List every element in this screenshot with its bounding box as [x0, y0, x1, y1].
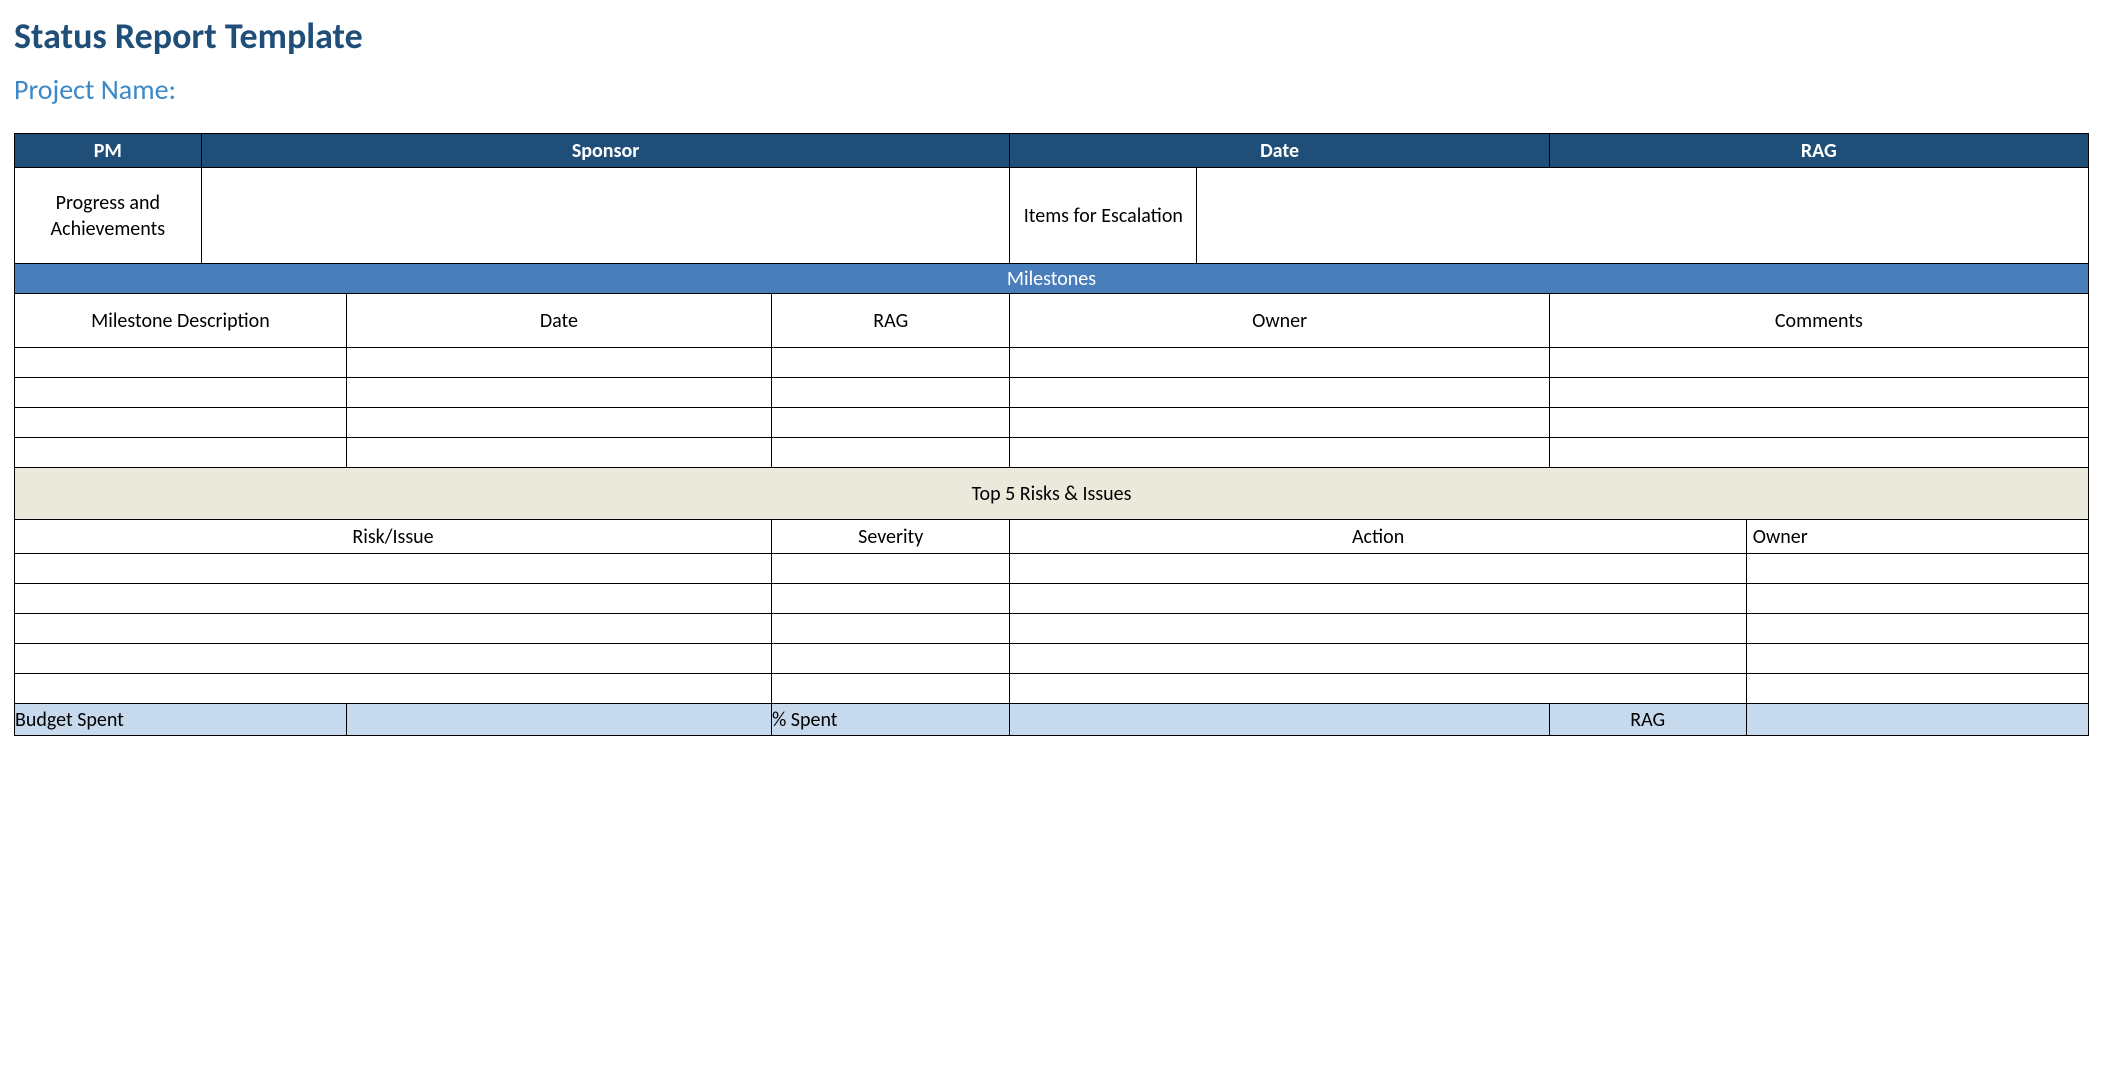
risk-body	[15, 554, 2089, 704]
table-cell[interactable]	[771, 644, 1010, 674]
table-cell[interactable]	[1549, 438, 2088, 468]
table-cell[interactable]	[1010, 644, 1746, 674]
table-cell[interactable]	[771, 614, 1010, 644]
table-cell[interactable]	[1010, 438, 1549, 468]
table-cell[interactable]	[771, 674, 1010, 704]
table-cell[interactable]	[15, 644, 772, 674]
table-row	[15, 378, 2089, 408]
table-cell[interactable]	[346, 408, 771, 438]
table-row	[15, 438, 2089, 468]
table-cell[interactable]	[771, 408, 1010, 438]
table-cell[interactable]	[1746, 674, 2088, 704]
table-cell[interactable]	[1010, 584, 1746, 614]
table-cell[interactable]	[1549, 378, 2088, 408]
risk-headers: Risk/Issue Severity Action Owner	[15, 520, 2089, 554]
table-cell[interactable]	[1010, 408, 1549, 438]
milestone-headers: Milestone Description Date RAG Owner Com…	[15, 294, 2089, 348]
milestone-col-owner: Owner	[1010, 294, 1549, 348]
milestone-col-date: Date	[346, 294, 771, 348]
table-cell[interactable]	[15, 584, 772, 614]
table-cell[interactable]	[1010, 378, 1549, 408]
header-pm: PM	[15, 134, 202, 168]
escalation-cell[interactable]	[1197, 168, 2089, 264]
escalation-label: Items for Escalation	[1010, 168, 1197, 264]
table-cell[interactable]	[1010, 554, 1746, 584]
table-cell[interactable]	[15, 348, 347, 378]
table-cell[interactable]	[1746, 614, 2088, 644]
table-cell[interactable]	[771, 554, 1010, 584]
table-row	[15, 408, 2089, 438]
table-cell[interactable]	[15, 614, 772, 644]
table-cell[interactable]	[15, 408, 347, 438]
table-cell[interactable]	[15, 378, 347, 408]
table-cell[interactable]	[1549, 408, 2088, 438]
risk-col-risk: Risk/Issue	[15, 520, 772, 554]
milestone-col-rag: RAG	[771, 294, 1010, 348]
table-cell[interactable]	[1010, 614, 1746, 644]
table-cell[interactable]	[771, 348, 1010, 378]
progress-cell[interactable]	[201, 168, 1010, 264]
table-cell[interactable]	[1746, 554, 2088, 584]
table-cell[interactable]	[15, 674, 772, 704]
header-date: Date	[1010, 134, 1549, 168]
project-name-label: Project Name:	[14, 72, 2089, 107]
risk-col-action: Action	[1010, 520, 1746, 554]
table-row	[15, 554, 2089, 584]
budget-rag-label: RAG	[1549, 704, 1746, 736]
table-cell[interactable]	[771, 378, 1010, 408]
table-row	[15, 644, 2089, 674]
table-cell[interactable]	[346, 348, 771, 378]
milestones-section-row: Milestones	[15, 264, 2089, 294]
risk-col-severity: Severity	[771, 520, 1010, 554]
table-cell[interactable]	[1746, 644, 2088, 674]
progress-label: Progress and Achievements	[15, 168, 202, 264]
budget-spent-cell[interactable]	[346, 704, 771, 736]
table-row	[15, 674, 2089, 704]
risk-col-owner: Owner	[1746, 520, 2088, 554]
table-cell[interactable]	[771, 584, 1010, 614]
table-cell[interactable]	[1010, 348, 1549, 378]
budget-rag-cell[interactable]	[1746, 704, 2088, 736]
table-cell[interactable]	[771, 438, 1010, 468]
table-cell[interactable]	[346, 438, 771, 468]
page-title: Status Report Template	[14, 14, 2089, 58]
status-report-table: PM Sponsor Date RAG Progress and Achieve…	[14, 133, 2089, 736]
header-sponsor: Sponsor	[201, 134, 1010, 168]
budget-pct-cell[interactable]	[1010, 704, 1549, 736]
milestones-section: Milestones	[15, 264, 2089, 294]
table-row	[15, 614, 2089, 644]
table-row	[15, 348, 2089, 378]
milestone-col-desc: Milestone Description	[15, 294, 347, 348]
milestone-body	[15, 348, 2089, 468]
progress-row: Progress and Achievements Items for Esca…	[15, 168, 2089, 264]
table-row	[15, 584, 2089, 614]
table-cell[interactable]	[15, 438, 347, 468]
table-cell[interactable]	[1549, 348, 2088, 378]
risks-section: Top 5 Risks & Issues	[15, 468, 2089, 520]
header-row: PM Sponsor Date RAG	[15, 134, 2089, 168]
risks-section-row: Top 5 Risks & Issues	[15, 468, 2089, 520]
header-rag: RAG	[1549, 134, 2088, 168]
table-cell[interactable]	[1010, 674, 1746, 704]
table-cell[interactable]	[1746, 584, 2088, 614]
table-cell[interactable]	[346, 378, 771, 408]
budget-row: Budget Spent % Spent RAG	[15, 704, 2089, 736]
table-cell[interactable]	[15, 554, 772, 584]
budget-spent-label: Budget Spent	[15, 704, 347, 736]
milestone-col-comments: Comments	[1549, 294, 2088, 348]
budget-pct-label: % Spent	[771, 704, 1010, 736]
